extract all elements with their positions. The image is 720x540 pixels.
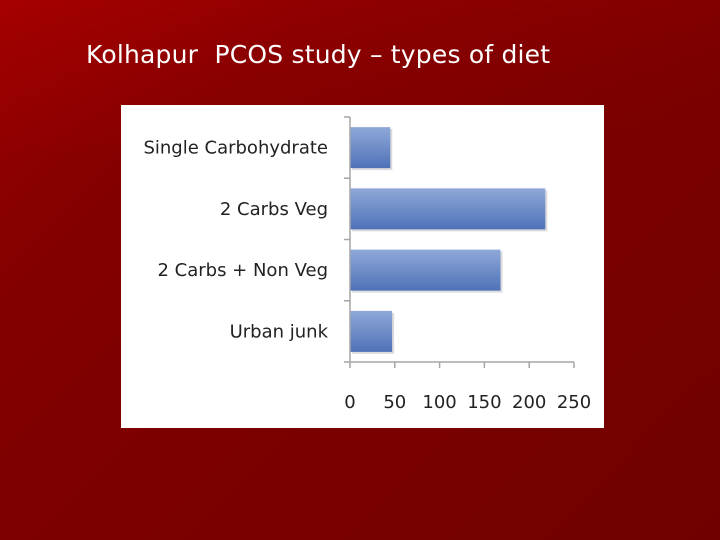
x-tick-label: 100 xyxy=(422,392,456,413)
category-label: 2 Carbs Veg xyxy=(220,199,328,220)
x-tick-label: 150 xyxy=(467,392,501,413)
x-tick-label: 0 xyxy=(344,392,355,413)
chart-panel: Single Carbohydrate 2 Carbs Veg 2 Carbs + … xyxy=(121,105,604,428)
bar-1 xyxy=(350,188,546,230)
category-label: Urban junk xyxy=(230,321,329,342)
bar-2 xyxy=(350,249,501,291)
bar-chart: Single Carbohydrate 2 Carbs Veg 2 Carbs + … xyxy=(143,116,591,413)
slide-title: Kolhapur PCOS study – types of diet xyxy=(86,40,551,69)
x-tick-label: 250 xyxy=(557,392,591,413)
category-label: 2 Carbs + Non Veg xyxy=(157,260,328,281)
x-tick-label: 50 xyxy=(383,392,406,413)
bar-0 xyxy=(350,127,391,169)
x-tick-label: 200 xyxy=(512,392,546,413)
category-label: Single Carbohydrate xyxy=(143,138,328,159)
bar-3 xyxy=(350,310,393,352)
